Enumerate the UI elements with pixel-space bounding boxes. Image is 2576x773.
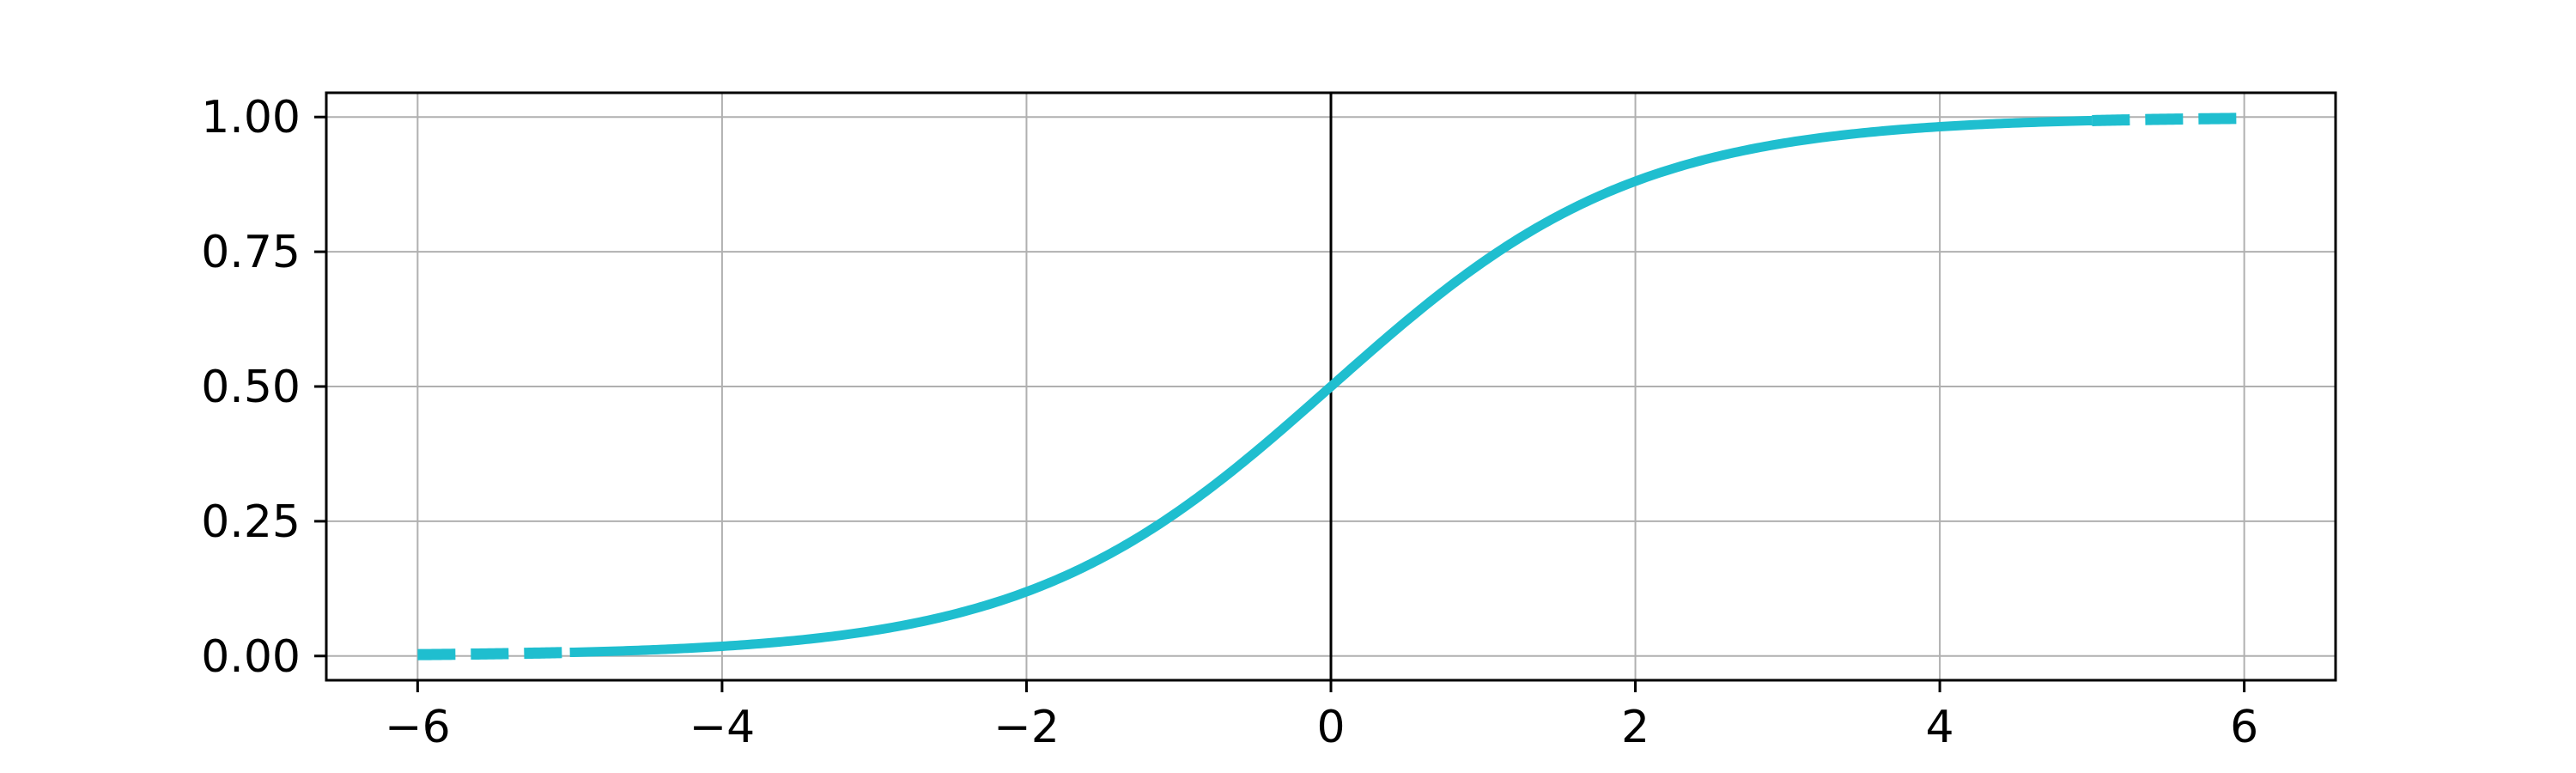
- sigmoid-curve-dashed-left: [417, 647, 570, 660]
- y-tick-label: 1.00: [201, 92, 301, 143]
- x-tick-label: −6: [385, 702, 451, 753]
- x-tick-label: 0: [1316, 702, 1345, 753]
- y-tick-label: 0.50: [201, 362, 301, 413]
- x-axis-tick-labels: −6 −4 −2 0 2 4 6: [385, 702, 2258, 753]
- sigmoid-curve-dashed-right: [2092, 113, 2245, 126]
- x-tick-label: 2: [1621, 702, 1649, 753]
- x-tick-label: −2: [993, 702, 1060, 753]
- y-tick-label: 0.00: [201, 631, 301, 683]
- x-tick-label: −4: [690, 702, 756, 753]
- y-axis-tick-labels: 0.00 0.25 0.50 0.75 1.00: [201, 92, 301, 683]
- y-tick-label: 0.25: [201, 496, 301, 548]
- x-tick-label: 4: [1926, 702, 1954, 753]
- y-tick-label: 0.75: [201, 227, 301, 278]
- tick-marks: [314, 115, 2246, 692]
- x-tick-label: 6: [2230, 702, 2258, 753]
- sigmoid-curve-solid: [568, 115, 2093, 658]
- series: [417, 113, 2245, 660]
